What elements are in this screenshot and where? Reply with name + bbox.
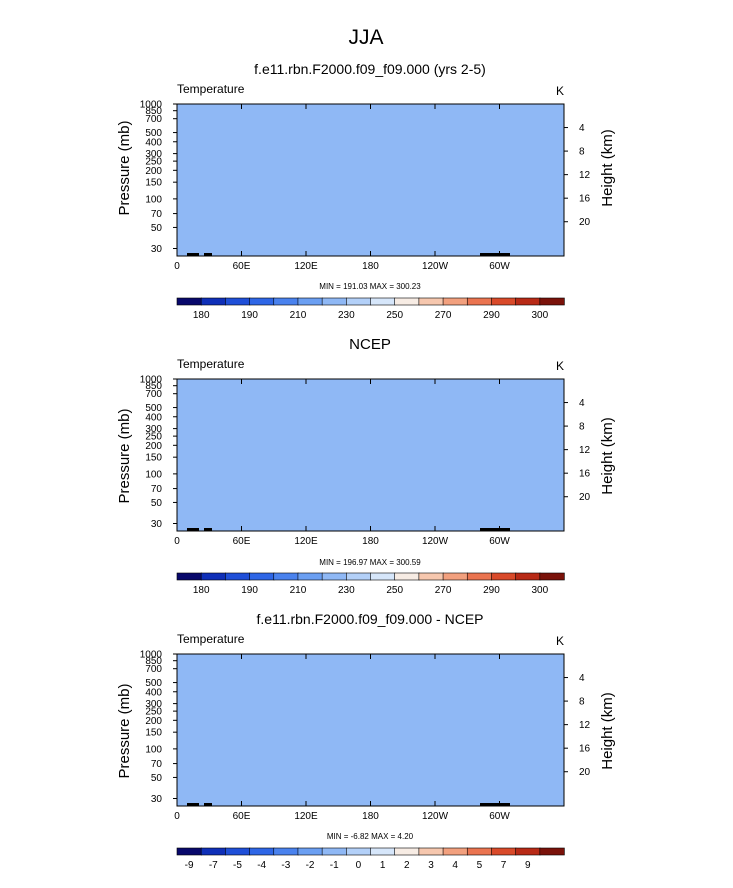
panel-1-ylabel: Pressure (mb) (116, 120, 133, 215)
panel-1-title: f.e11.rbn.F2000.f09_f09.000 (yrs 2-5) (254, 61, 486, 77)
colorbar-swatch (539, 297, 565, 306)
panel-1-right-string: K (556, 84, 564, 98)
panel-1-left-string: Temperature (177, 82, 245, 96)
panel-2-ylabel-right: Height (km) (599, 417, 616, 495)
panel-2-title: NCEP (349, 336, 391, 353)
height-tick-label: 16 (579, 194, 591, 205)
colorbar-swatch (442, 297, 468, 306)
figure-title: JJA (348, 26, 383, 49)
height-tick-label: 8 (579, 147, 585, 158)
panel-2-ylabel: Pressure (mb) (116, 408, 133, 503)
y-tick-label: 100 (145, 194, 162, 205)
y-tick-label: 150 (145, 178, 162, 189)
panel-2: NCEP Temperature K Pressure (mb) Height … (116, 336, 616, 596)
panel-2-right-string: K (556, 359, 564, 373)
colorbar-swatch (491, 297, 517, 306)
colorbar-label: 300 (531, 310, 548, 321)
colorbar-swatch (297, 297, 323, 306)
colorbar-label: 250 (386, 310, 403, 321)
colorbar-label: 290 (483, 310, 500, 321)
y-tick-label: 50 (151, 223, 163, 234)
colorbar-swatch (321, 297, 348, 306)
x-tick-label: 120E (294, 261, 318, 272)
colorbar-swatch (370, 297, 396, 306)
x-tick-label: 0 (174, 261, 180, 272)
panel-1-stats: MIN = 191.03 MAX = 300.23 (319, 282, 421, 291)
panel-1-ylabel-right: Height (km) (599, 129, 616, 207)
panel-1-contour-fill (176, 103, 565, 257)
colorbar-label: 190 (241, 310, 258, 321)
height-tick-label: 4 (579, 123, 585, 134)
colorbar-swatch (176, 297, 202, 306)
colorbar-label: 180 (193, 310, 210, 321)
panel-1: f.e11.rbn.F2000.f09_f09.000 (yrs 2-5) Te… (116, 61, 616, 321)
colorbar-swatch (418, 297, 444, 306)
colorbar-swatch (515, 297, 541, 306)
y-tick-label: 70 (151, 209, 163, 220)
colorbar-swatch (466, 297, 493, 306)
colorbar-swatch (200, 297, 227, 306)
colorbar-swatch (394, 297, 420, 306)
colorbar-label: 270 (435, 310, 452, 321)
y-tick-label: 300 (145, 149, 162, 160)
x-tick-label: 120W (422, 261, 449, 272)
y-tick-label: 30 (151, 244, 163, 255)
y-tick-label: 250 (145, 157, 162, 168)
y-tick-label: 1000 (140, 100, 163, 111)
y-tick-label: 200 (145, 166, 162, 177)
y-tick-label: 400 (145, 137, 162, 148)
topography-mask (187, 253, 199, 256)
topography-mask (204, 253, 212, 256)
panel-1-colorbar: 180 190 210 230 250 270 290 300 (176, 297, 565, 321)
height-tick-label: 12 (579, 170, 591, 181)
colorbar-swatch (249, 297, 275, 306)
plot-background (177, 104, 564, 256)
topography-mask (480, 253, 510, 256)
plot-background (177, 379, 564, 531)
panel-2-left-string: Temperature (177, 357, 245, 371)
panel-1-height-ticks: 20 16 12 8 4 (564, 123, 591, 228)
y-tick-label: 500 (145, 128, 162, 139)
colorbar-label: 230 (338, 310, 355, 321)
x-tick-label: 60W (489, 261, 510, 272)
y-tick-label: 700 (145, 114, 162, 125)
panel-1-x-ticks: 0 60E 120E 180 120W 60W (174, 104, 510, 272)
y-tick-label: 850 (145, 106, 162, 117)
height-tick-label: 20 (579, 217, 591, 228)
x-tick-label: 180 (362, 261, 379, 272)
colorbar-label: 210 (290, 310, 307, 321)
colorbar-swatch (346, 297, 372, 306)
panel-2-stats: MIN = 196.97 MAX = 300.59 (319, 558, 421, 567)
panel-2-contour-fill (176, 378, 565, 532)
colorbar-swatch (225, 297, 251, 306)
x-tick-label: 60E (233, 261, 251, 272)
colorbar-swatch (273, 297, 299, 306)
